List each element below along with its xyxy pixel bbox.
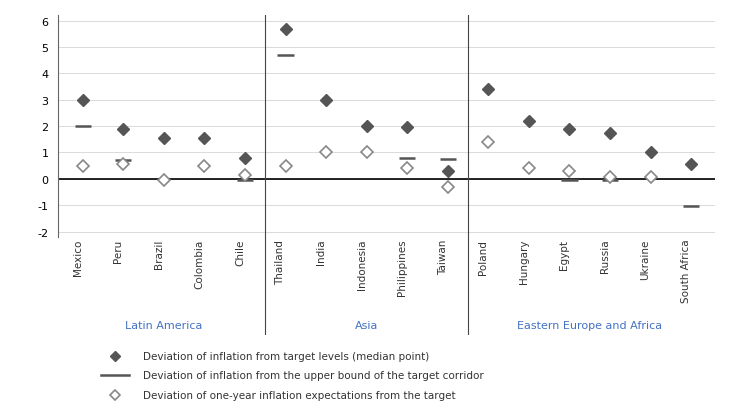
- Text: Deviation of inflation from the upper bound of the target corridor: Deviation of inflation from the upper bo…: [143, 371, 484, 380]
- Text: Mexico: Mexico: [73, 239, 82, 276]
- Text: Chile: Chile: [235, 239, 245, 265]
- Text: India: India: [316, 239, 326, 265]
- Text: Ukraine: Ukraine: [640, 239, 650, 279]
- Text: Deviation of one-year inflation expectations from the target: Deviation of one-year inflation expectat…: [143, 390, 456, 400]
- Text: Latin America: Latin America: [125, 321, 202, 330]
- Text: Peru: Peru: [113, 239, 123, 263]
- Text: Colombia: Colombia: [194, 239, 204, 288]
- Text: Brazil: Brazil: [154, 239, 164, 268]
- Text: Eastern Europe and Africa: Eastern Europe and Africa: [517, 321, 662, 330]
- Text: Indonesia: Indonesia: [357, 239, 366, 290]
- Text: Deviation of inflation from target levels (median point): Deviation of inflation from target level…: [143, 351, 429, 361]
- Text: Hungary: Hungary: [519, 239, 529, 283]
- Text: Philippines: Philippines: [397, 239, 407, 296]
- Text: Taiwan: Taiwan: [438, 239, 447, 274]
- Text: Russia: Russia: [600, 239, 610, 273]
- Text: South Africa: South Africa: [681, 239, 691, 303]
- Text: Thailand: Thailand: [275, 239, 285, 284]
- Text: Egypt: Egypt: [559, 239, 569, 269]
- Text: Poland: Poland: [478, 239, 488, 274]
- Text: Asia: Asia: [355, 321, 378, 330]
